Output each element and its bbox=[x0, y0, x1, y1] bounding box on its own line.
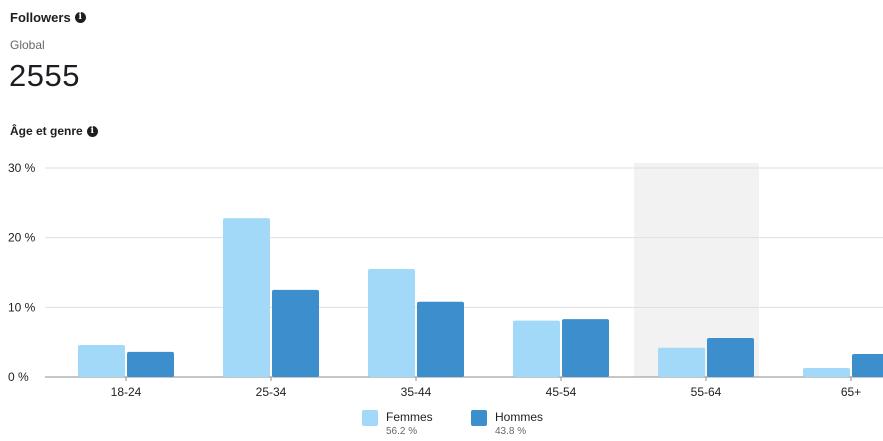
bar-hommes-18-24 bbox=[127, 351, 174, 377]
y-tick-label: 0 % bbox=[8, 370, 29, 384]
x-tick-label-18-24: 18-24 bbox=[111, 385, 142, 399]
bar-hommes-45-54 bbox=[562, 319, 609, 377]
x-tick-label-65+: 65+ bbox=[841, 385, 861, 399]
followers-title: Followers bbox=[10, 10, 71, 25]
legend-swatch-femmes bbox=[362, 410, 378, 426]
legend-item-femmes[interactable]: Femmes 56.2 % bbox=[362, 410, 433, 438]
bar-femmes-55-64 bbox=[658, 347, 705, 377]
legend-share-femmes: 56.2 % bbox=[386, 426, 418, 437]
x-tick-label-55-64: 55-64 bbox=[691, 385, 722, 399]
bar-femmes-18-24 bbox=[78, 344, 125, 377]
age-gender-title: Âge et genre bbox=[10, 124, 83, 138]
age-gender-header: Âge et genre i bbox=[10, 124, 98, 138]
y-tick-label: 30 % bbox=[8, 161, 36, 175]
info-icon[interactable]: i bbox=[86, 125, 98, 137]
bar-hommes-65+ bbox=[852, 354, 883, 377]
bar-femmes-25-34 bbox=[223, 218, 270, 377]
y-tick-label: 20 % bbox=[8, 231, 36, 245]
bar-hommes-55-64 bbox=[707, 337, 754, 377]
legend-share-hommes: 43.8 % bbox=[495, 426, 527, 437]
bar-femmes-45-54 bbox=[513, 320, 560, 377]
scope-label: Global bbox=[10, 38, 45, 52]
y-tick-label: 10 % bbox=[8, 300, 36, 314]
followers-header: Followers i bbox=[10, 10, 86, 25]
info-icon[interactable]: i bbox=[74, 12, 86, 23]
age-gender-bar-chart: 0 % 10 % 20 % 30 % 18-24 25-34 35-44 45-54 55-64… bbox=[8, 161, 883, 399]
bar-hommes-25-34 bbox=[272, 289, 319, 377]
x-tick-label-25-34: 25-34 bbox=[256, 385, 287, 399]
legend-swatch-hommes bbox=[471, 410, 487, 426]
legend-label-hommes: Hommes bbox=[495, 410, 544, 424]
bar-femmes-65+ bbox=[803, 367, 850, 377]
legend-label-femmes: Femmes bbox=[386, 410, 433, 424]
followers-total: 2555 bbox=[9, 58, 80, 93]
bar-femmes-35-44 bbox=[368, 269, 415, 377]
bar-hommes-35-44 bbox=[417, 301, 464, 377]
legend-item-hommes[interactable]: Hommes 43.8 % bbox=[471, 410, 543, 438]
x-tick-label-35-44: 35-44 bbox=[401, 385, 432, 399]
x-tick-label-45-54: 45-54 bbox=[546, 385, 577, 399]
